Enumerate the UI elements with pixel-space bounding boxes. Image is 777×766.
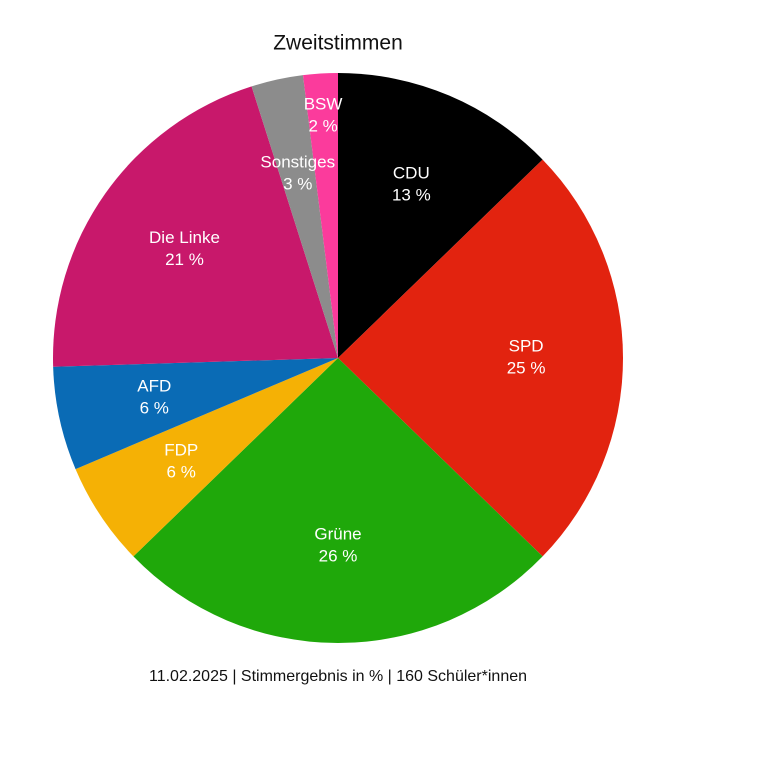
slice-value: 2 % <box>308 117 337 136</box>
pie-slice <box>75 358 338 557</box>
pie-slice <box>338 73 543 358</box>
pie-slice <box>338 159 623 557</box>
slice-value: 26 % <box>319 547 358 566</box>
pie-slice <box>251 75 338 358</box>
pie-slice <box>133 358 543 644</box>
slice-value: 6 % <box>167 462 196 481</box>
slice-name: Grüne <box>314 525 361 544</box>
slice-name: AFD <box>137 377 171 396</box>
slice-value: 3 % <box>283 175 312 194</box>
slice-value: 21 % <box>165 250 204 269</box>
chart-subtitle: 11.02.2025 | Stimmergebnis in % | 160 Sc… <box>149 668 527 685</box>
pie-slice <box>52 86 338 367</box>
slice-name: SPD <box>509 336 544 355</box>
slice-name: FDP <box>164 440 198 459</box>
slice-name: Sonstiges <box>260 153 335 172</box>
slice-name: Die Linke <box>149 228 220 247</box>
slice-value: 25 % <box>507 358 546 377</box>
pie-slice <box>53 358 339 470</box>
slice-name: BSW <box>304 95 343 114</box>
slice-value: 6 % <box>140 399 169 418</box>
chart-title: Zweitstimmen <box>273 32 403 55</box>
pie-slice <box>302 73 338 358</box>
slice-name: CDU <box>393 163 430 182</box>
slice-value: 13 % <box>392 185 431 204</box>
